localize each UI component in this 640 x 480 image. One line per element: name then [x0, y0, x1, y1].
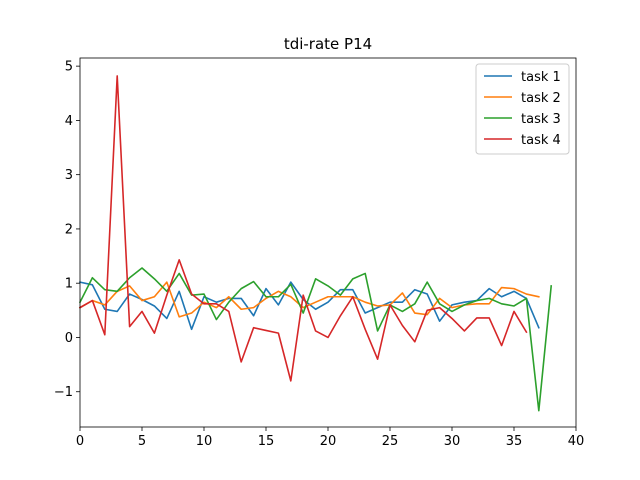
y-tick-label: 0 — [65, 331, 73, 346]
x-tick-label: 0 — [76, 434, 84, 449]
x-tick-label: 35 — [506, 434, 523, 449]
legend-label-task-4: task 4 — [521, 133, 561, 148]
y-tick-label: −1 — [54, 385, 73, 400]
legend-label-task-3: task 3 — [521, 112, 561, 127]
x-tick-label: 40 — [568, 434, 585, 449]
x-tick-label: 25 — [382, 434, 399, 449]
x-tick-label: 5 — [138, 434, 146, 449]
series-line-task-4 — [78, 75, 528, 382]
x-tick-label: 20 — [320, 434, 337, 449]
legend-box — [475, 63, 570, 155]
y-tick-label: 5 — [65, 60, 73, 75]
x-tick-label: 10 — [196, 434, 213, 449]
y-tick-label: 3 — [65, 168, 73, 183]
x-axis: 0 5 10 15 20 25 30 35 40 — [76, 427, 584, 449]
y-tick-label: 4 — [65, 114, 73, 129]
y-axis: −1 0 1 2 3 4 5 — [54, 60, 80, 400]
x-tick-label: 15 — [258, 434, 275, 449]
legend-label-task-1: task 1 — [521, 70, 561, 85]
legend: task 1 task 2 task 3 task 4 — [475, 63, 570, 155]
series-line-task-3 — [78, 267, 553, 412]
chart-title: tdi-rate P14 — [284, 35, 372, 53]
y-tick-label: 1 — [65, 277, 73, 292]
legend-label-task-2: task 2 — [521, 91, 561, 106]
y-tick-label: 2 — [65, 222, 73, 237]
series-layer — [78, 75, 553, 412]
x-tick-label: 30 — [444, 434, 461, 449]
